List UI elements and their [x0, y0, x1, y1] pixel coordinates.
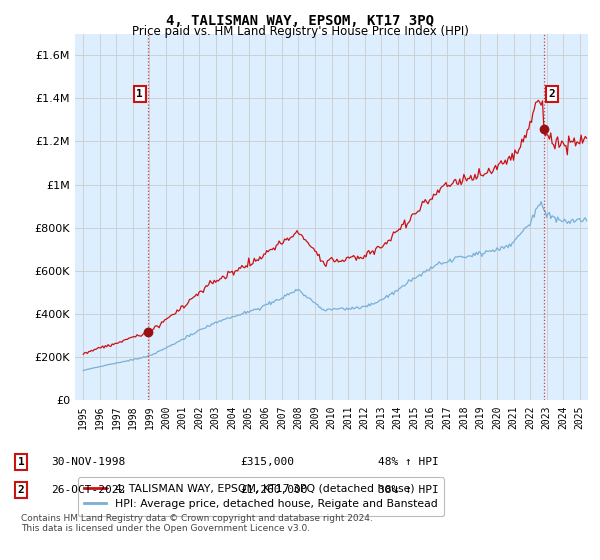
Text: £315,000: £315,000: [240, 457, 294, 467]
Legend: 4, TALISMAN WAY, EPSOM, KT17 3PQ (detached house), HPI: Average price, detached : 4, TALISMAN WAY, EPSOM, KT17 3PQ (detach…: [78, 477, 444, 516]
Text: £1,260,000: £1,260,000: [240, 485, 308, 495]
Text: 38% ↑ HPI: 38% ↑ HPI: [378, 485, 439, 495]
Text: 30-NOV-1998: 30-NOV-1998: [51, 457, 125, 467]
Text: 2: 2: [17, 485, 25, 495]
Text: 26-OCT-2022: 26-OCT-2022: [51, 485, 125, 495]
Text: 48% ↑ HPI: 48% ↑ HPI: [378, 457, 439, 467]
Text: 1: 1: [17, 457, 25, 467]
Text: Contains HM Land Registry data © Crown copyright and database right 2024.
This d: Contains HM Land Registry data © Crown c…: [21, 514, 373, 533]
Text: 2: 2: [549, 89, 556, 99]
Text: Price paid vs. HM Land Registry's House Price Index (HPI): Price paid vs. HM Land Registry's House …: [131, 25, 469, 38]
Text: 4, TALISMAN WAY, EPSOM, KT17 3PQ: 4, TALISMAN WAY, EPSOM, KT17 3PQ: [166, 14, 434, 28]
Text: 1: 1: [136, 89, 143, 99]
